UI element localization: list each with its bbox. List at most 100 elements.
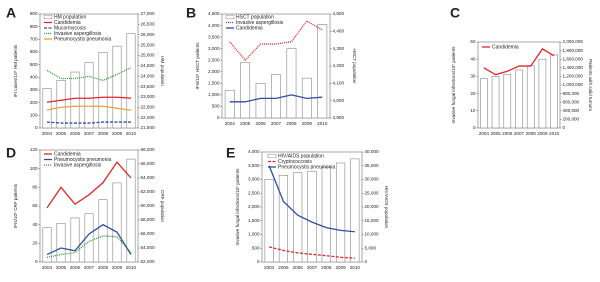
line — [46, 121, 131, 124]
y2-tick-label: 4,400 — [333, 29, 345, 34]
bar — [264, 179, 274, 263]
legend-label: Mucormycosis — [54, 25, 86, 31]
y2-axis-title: HIV/AIDS population — [384, 186, 389, 229]
y2-tick-label: 25,000 — [141, 53, 155, 58]
x-tick-label: 2006 — [502, 131, 513, 136]
x-tick-label: 2009 — [112, 265, 123, 270]
line — [46, 223, 132, 256]
bar — [307, 170, 317, 263]
y2-tick-label: 4,300 — [333, 46, 345, 51]
bar — [350, 158, 360, 263]
y-tick-label: 50 — [470, 39, 476, 44]
y2-tick-label: 22,500 — [141, 104, 155, 109]
bar — [84, 62, 94, 129]
x-tick-label: 2007 — [307, 265, 318, 270]
bar — [278, 175, 289, 263]
y2-tick-label: 54,000 — [141, 245, 155, 250]
y-tick-label: 0 — [257, 259, 260, 264]
x-tick-label: 2007 — [84, 265, 95, 270]
y2-tick-label: 200,000 — [563, 117, 580, 122]
line — [268, 246, 355, 259]
y2-tick-label: 58,000 — [141, 217, 155, 222]
y-tick-label: 2,500 — [208, 57, 220, 62]
y-tick-label: 1,500 — [248, 218, 260, 223]
y2-tick-label: 25,500 — [141, 42, 155, 47]
y-tick-label: 2,500 — [248, 190, 260, 195]
bar — [321, 166, 331, 263]
x-tick-label: 2007 — [84, 131, 95, 136]
y2-tick-label: 1,800,000 — [563, 48, 584, 53]
y2-tick-label: 66,000 — [141, 161, 155, 166]
x-tick-label: 2006 — [255, 121, 266, 126]
y2-tick-label: 64,000 — [141, 175, 155, 180]
legend-label: HSCT population — [236, 14, 274, 20]
y-tick-label: 20 — [32, 241, 38, 246]
y2-axis-title: Patients with solid tumors — [588, 59, 593, 112]
line — [46, 66, 132, 82]
bar — [42, 88, 52, 129]
x-tick-label: 2005 — [56, 131, 67, 136]
x-tick-label: 2008 — [286, 121, 297, 126]
y-axis-title: Invasive fungal infections/10⁵ patients — [235, 168, 240, 246]
x-tick-label: 2006 — [70, 131, 81, 136]
x-tick-label: 2009 — [537, 131, 548, 136]
y-tick-label: 1,000 — [208, 92, 220, 97]
y2-tick-label: 62,000 — [141, 189, 155, 194]
x-tick-label: 2009 — [335, 265, 346, 270]
y-tick-label: 1,500 — [208, 81, 220, 86]
y2-tick-label: 27,000 — [141, 11, 155, 16]
bar — [538, 58, 547, 129]
y-tick-label: 40 — [32, 222, 38, 227]
y2-tick-label: 20,000 — [365, 204, 379, 209]
x-tick-label: 2004 — [479, 131, 490, 136]
legend-label: Pneumocystis pneumonia — [54, 157, 111, 163]
y2-tick-label: 4,000 — [333, 98, 345, 103]
bar — [491, 76, 500, 129]
legend-label: Invasive aspergillosis — [54, 162, 102, 168]
bar — [98, 52, 108, 129]
line — [483, 48, 555, 76]
y-tick-label: 2,000 — [248, 204, 260, 209]
y2-axis-title: HSCT population — [352, 49, 357, 84]
line — [46, 105, 132, 111]
y2-tick-label: 15,000 — [365, 218, 379, 223]
legend-label: Pneumocystis pneumonia — [278, 164, 335, 170]
x-tick-label: 2008 — [526, 131, 537, 136]
bar — [255, 83, 266, 119]
y-tick-label: 4,000 — [248, 149, 260, 154]
y-tick-label: 4,500 — [208, 11, 220, 16]
x-tick-label: 2008 — [98, 265, 109, 270]
y2-tick-label: 1,200,000 — [563, 74, 584, 79]
y2-tick-label: 24,000 — [141, 73, 155, 78]
bar — [503, 73, 512, 129]
bar — [42, 227, 52, 263]
x-tick-label: 2004 — [42, 131, 53, 136]
y2-tick-label: 56,000 — [141, 231, 155, 236]
y-tick-label: 40 — [470, 56, 476, 61]
line — [229, 20, 323, 62]
y2-tick-label: 26,500 — [141, 22, 155, 27]
y-tick-label: 0 — [35, 125, 38, 130]
line — [46, 161, 132, 209]
bar — [317, 24, 328, 119]
y2-tick-label: 800,000 — [563, 91, 580, 96]
bar — [480, 78, 488, 129]
legend-label: Pneumocystis pneumonia — [54, 36, 111, 42]
y2-tick-label: 25,000 — [365, 190, 379, 195]
y2-tick-label: 10,000 — [365, 232, 379, 237]
bar — [550, 54, 558, 129]
y-tick-label: 500 — [30, 62, 38, 67]
y-axis-title: IFIs/10⁵ CRF patients — [13, 183, 18, 228]
legend-label: Cryptococcosis — [278, 159, 312, 165]
line — [46, 235, 132, 258]
y-tick-label: 0 — [35, 259, 38, 264]
bar — [240, 62, 251, 119]
y2-tick-label: 4,200 — [333, 63, 345, 68]
x-tick-label: 2005 — [490, 131, 501, 136]
bar — [126, 158, 136, 263]
bar — [271, 74, 281, 119]
x-tick-label: 2005 — [56, 265, 67, 270]
y-axis-title: Invasive fungal infections/10⁵ patients — [451, 46, 456, 124]
y2-tick-label: 0 — [365, 259, 368, 264]
